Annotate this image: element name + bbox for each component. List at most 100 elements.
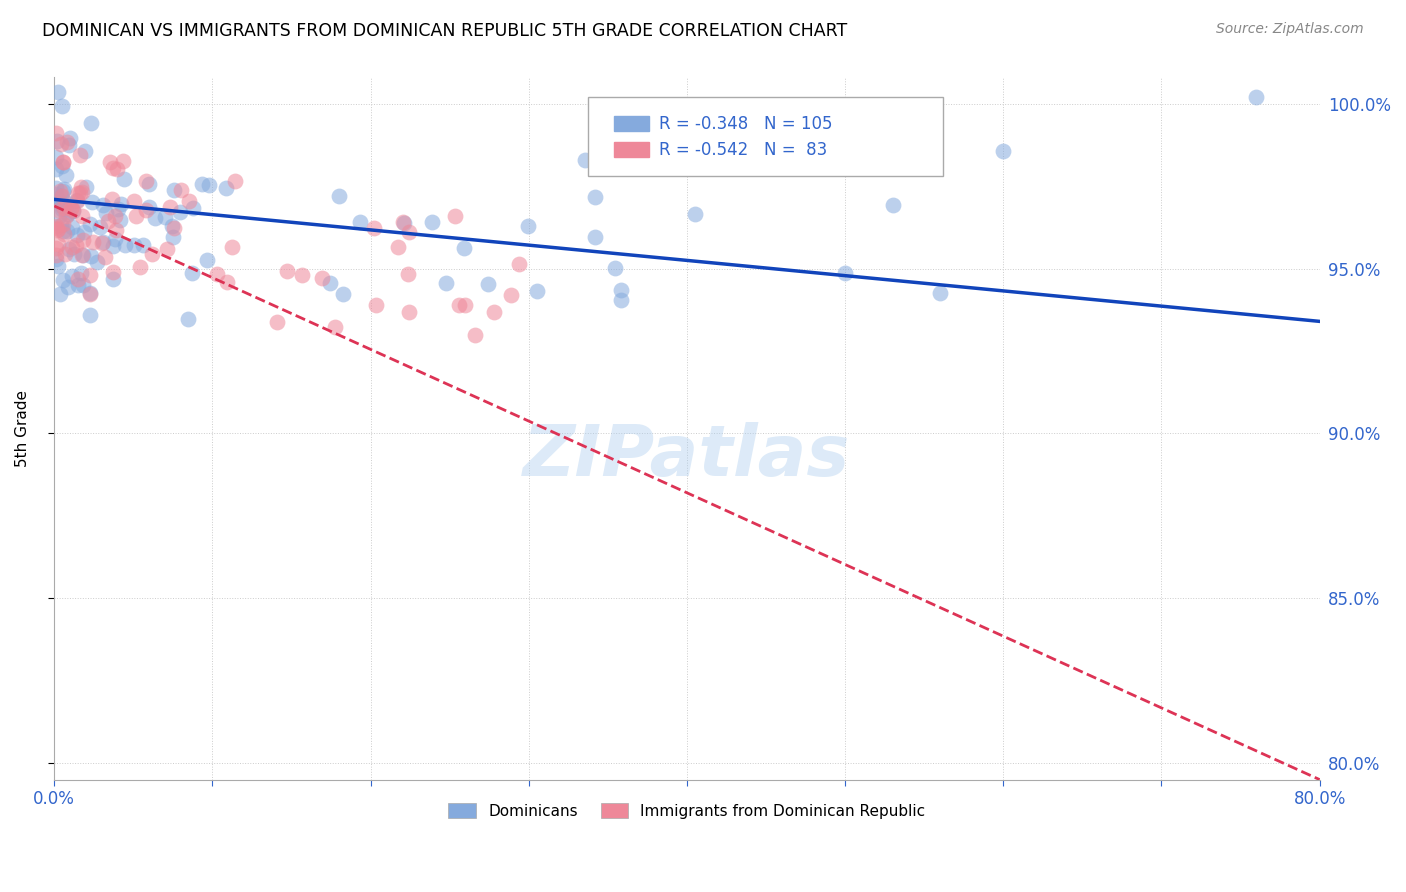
Point <box>52 272 75 286</box>
Bar <box>613 116 650 131</box>
Point <box>46 223 69 237</box>
Text: R = -0.542   N =  83: R = -0.542 N = 83 <box>659 141 827 159</box>
Point <box>67 278 90 293</box>
Point <box>79 249 101 263</box>
Point <box>104 209 127 223</box>
Point <box>80 194 103 209</box>
Point <box>291 268 314 283</box>
Text: ZIPatlas: ZIPatlas <box>523 422 851 491</box>
Point <box>91 198 114 212</box>
Point <box>46 236 69 251</box>
Point <box>101 272 124 286</box>
Point <box>583 190 606 204</box>
Point <box>53 247 76 261</box>
Point <box>332 287 354 301</box>
Point <box>59 201 82 215</box>
Point <box>195 253 218 268</box>
Point <box>221 239 243 253</box>
Point <box>396 268 419 282</box>
Point <box>114 238 136 252</box>
Point <box>993 144 1015 158</box>
Point <box>52 154 75 169</box>
Point <box>70 210 93 224</box>
Point <box>58 243 80 257</box>
Point <box>122 238 145 252</box>
Point <box>45 161 67 176</box>
Point <box>683 207 706 221</box>
Point <box>454 298 477 312</box>
Point <box>100 192 122 206</box>
Point <box>45 221 67 235</box>
Point <box>311 271 333 285</box>
Point <box>79 286 101 301</box>
Point <box>668 161 690 176</box>
Point <box>48 209 70 223</box>
Point <box>104 223 127 237</box>
Point <box>169 204 191 219</box>
Point <box>155 210 177 224</box>
Point <box>574 153 596 167</box>
Point <box>72 185 94 199</box>
Point <box>70 180 93 194</box>
Point <box>482 305 505 319</box>
Point <box>55 209 77 223</box>
Point <box>162 183 184 197</box>
Point <box>453 241 475 255</box>
Point <box>387 240 409 254</box>
Point <box>46 222 69 236</box>
Point <box>181 201 204 215</box>
Point <box>215 275 238 289</box>
Point <box>45 126 67 140</box>
Point <box>69 186 91 201</box>
Point <box>138 200 160 214</box>
Point <box>105 161 128 176</box>
Point <box>75 145 97 159</box>
Point <box>135 203 157 218</box>
Point <box>583 230 606 244</box>
Point <box>508 257 530 271</box>
Point <box>124 209 146 223</box>
Point <box>160 219 183 234</box>
Point <box>420 215 443 229</box>
Point <box>129 260 152 274</box>
Point <box>91 235 114 249</box>
Point <box>159 200 181 214</box>
Point <box>135 174 157 188</box>
Point <box>45 219 67 233</box>
Point <box>46 194 69 208</box>
Point <box>66 271 89 285</box>
Point <box>49 286 72 301</box>
Text: DOMINICAN VS IMMIGRANTS FROM DOMINICAN REPUBLIC 5TH GRADE CORRELATION CHART: DOMINICAN VS IMMIGRANTS FROM DOMINICAN R… <box>42 22 848 40</box>
Point <box>48 85 70 99</box>
Point <box>82 235 104 250</box>
Point <box>363 221 385 235</box>
Point <box>56 223 79 237</box>
Point <box>45 134 67 148</box>
Point <box>46 194 69 208</box>
Point <box>52 184 75 198</box>
Point <box>610 283 633 297</box>
Point <box>398 304 420 318</box>
Point <box>163 220 186 235</box>
Point <box>62 203 84 218</box>
Point <box>464 327 486 342</box>
Point <box>111 153 134 168</box>
Point <box>328 189 350 203</box>
Point <box>143 211 166 225</box>
Point <box>58 138 80 153</box>
Point <box>52 155 75 169</box>
Point <box>51 198 73 212</box>
Point <box>52 217 75 231</box>
Point <box>52 182 75 196</box>
Point <box>45 241 67 255</box>
Point <box>66 186 89 201</box>
Point <box>392 214 415 228</box>
Point <box>179 194 201 208</box>
FancyBboxPatch shape <box>588 97 942 176</box>
Bar <box>613 142 650 157</box>
Point <box>45 181 67 195</box>
Point <box>72 278 94 293</box>
Point <box>60 240 83 254</box>
Point <box>364 297 387 311</box>
Point <box>198 178 221 192</box>
